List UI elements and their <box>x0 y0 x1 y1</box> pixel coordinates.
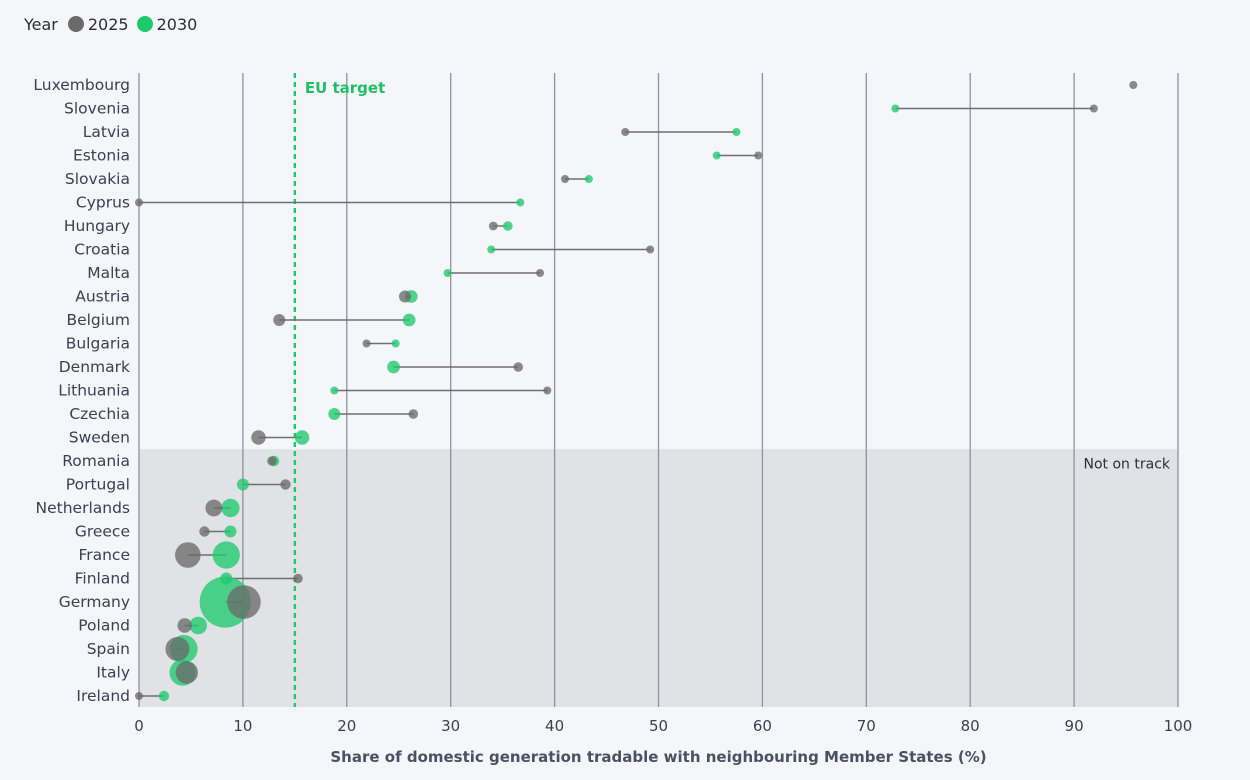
x-tick-label-70: 70 <box>857 717 876 735</box>
eu-target-label: EU target <box>305 79 385 97</box>
point-2025-bulgaria <box>362 339 371 348</box>
point-2025-cyprus <box>135 198 143 207</box>
point-2030-cyprus <box>516 198 525 207</box>
country-label-netherlands: Netherlands <box>36 499 130 517</box>
point-2030-portugal <box>236 478 249 491</box>
x-tick-label-90: 90 <box>1065 717 1084 735</box>
x-tick-label-0: 0 <box>134 717 144 735</box>
point-2030-slovenia <box>891 104 900 113</box>
point-2030-bulgaria <box>391 339 400 348</box>
point-2030-poland <box>189 616 208 635</box>
point-2030-netherlands <box>221 498 240 518</box>
legend-dot-2030 <box>136 16 153 32</box>
point-2030-greece <box>224 525 237 538</box>
point-2025-ireland <box>135 692 143 700</box>
x-tick-label-50: 50 <box>649 717 668 735</box>
country-label-slovakia: Slovakia <box>65 170 130 188</box>
point-2025-italy <box>175 661 198 684</box>
legend-label-2025: 2025 <box>87 14 129 34</box>
point-2025-portugal <box>280 479 291 490</box>
legend-item-2025[interactable]: 2025 <box>67 14 129 34</box>
point-2025-finland <box>293 573 303 584</box>
point-2025-netherlands <box>205 499 223 517</box>
country-label-greece: Greece <box>75 523 130 541</box>
point-2025-slovenia <box>1089 104 1098 113</box>
country-label-slovenia: Slovenia <box>64 100 130 118</box>
point-2030-belgium <box>402 313 416 327</box>
country-label-cyprus: Cyprus <box>76 194 130 212</box>
x-tick-label-100: 100 <box>1164 717 1193 735</box>
country-label-germany: Germany <box>59 593 130 611</box>
point-2030-finland <box>220 572 233 585</box>
legend-item-2030[interactable]: 2030 <box>136 14 198 34</box>
country-label-italy: Italy <box>96 664 130 682</box>
legend-title: Year <box>24 14 58 34</box>
country-label-czechia: Czechia <box>69 405 130 423</box>
point-2025-estonia <box>754 151 763 160</box>
country-label-spain: Spain <box>87 640 130 658</box>
point-2030-czechia <box>328 408 341 420</box>
point-2025-hungary <box>488 221 498 231</box>
point-2030-lithuania <box>330 386 339 395</box>
point-2030-slovakia <box>584 175 593 183</box>
legend: Year 2025 2030 <box>24 12 205 36</box>
point-2030-sweden <box>294 430 310 445</box>
country-label-austria: Austria <box>75 288 130 306</box>
country-label-finland: Finland <box>75 570 130 588</box>
x-tick-label-40: 40 <box>545 717 564 735</box>
point-2030-hungary <box>503 221 513 231</box>
country-label-latvia: Latvia <box>83 123 130 141</box>
legend-label-2030: 2030 <box>156 14 198 34</box>
point-2025-sweden <box>251 430 266 445</box>
point-2025-germany <box>227 585 261 619</box>
point-2030-denmark <box>387 360 400 374</box>
point-2030-ireland <box>158 690 170 702</box>
x-tick-label-10: 10 <box>233 717 252 735</box>
point-2025-france <box>175 542 201 568</box>
point-2025-austria <box>398 290 411 303</box>
country-label-bulgaria: Bulgaria <box>66 335 130 353</box>
point-2025-belgium <box>273 314 286 326</box>
country-label-luxembourg: Luxembourg <box>33 76 130 94</box>
country-label-lithuania: Lithuania <box>58 382 130 400</box>
country-label-belgium: Belgium <box>66 311 130 329</box>
legend-dot-2025 <box>67 16 84 32</box>
x-axis-title: Share of domestic generation tradable wi… <box>330 748 986 766</box>
point-2030-france <box>212 541 240 569</box>
point-2025-latvia <box>621 128 630 136</box>
country-label-poland: Poland <box>78 617 130 635</box>
point-2025-croatia <box>646 245 655 254</box>
point-2030-latvia <box>732 128 741 136</box>
point-2025-romania <box>267 456 277 466</box>
point-2030-croatia <box>487 245 496 254</box>
point-2025-poland <box>177 618 192 633</box>
country-label-portugal: Portugal <box>66 476 130 494</box>
country-label-hungary: Hungary <box>64 217 130 235</box>
country-label-denmark: Denmark <box>59 358 130 376</box>
country-label-croatia: Croatia <box>74 241 130 259</box>
x-tick-label-60: 60 <box>753 717 772 735</box>
country-label-sweden: Sweden <box>69 429 130 447</box>
point-2030-estonia <box>712 151 721 160</box>
point-2025-lithuania <box>543 386 552 395</box>
point-2025-czechia <box>408 409 419 419</box>
point-2025-malta <box>536 269 545 277</box>
point-2025-spain <box>165 637 190 661</box>
country-label-malta: Malta <box>87 264 130 282</box>
point-2025-denmark <box>513 362 524 372</box>
point-2025-slovakia <box>560 175 569 183</box>
x-tick-label-80: 80 <box>961 717 980 735</box>
point-2025-luxembourg <box>1129 81 1138 89</box>
x-tick-label-20: 20 <box>337 717 356 735</box>
country-label-estonia: Estonia <box>73 147 130 165</box>
country-label-france: France <box>78 546 130 564</box>
not-on-track-label: Not on track <box>1084 456 1171 472</box>
country-label-ireland: Ireland <box>76 687 130 705</box>
point-2030-malta <box>443 269 452 277</box>
point-2025-greece <box>199 526 210 537</box>
country-label-romania: Romania <box>62 452 130 470</box>
x-tick-label-30: 30 <box>441 717 460 735</box>
